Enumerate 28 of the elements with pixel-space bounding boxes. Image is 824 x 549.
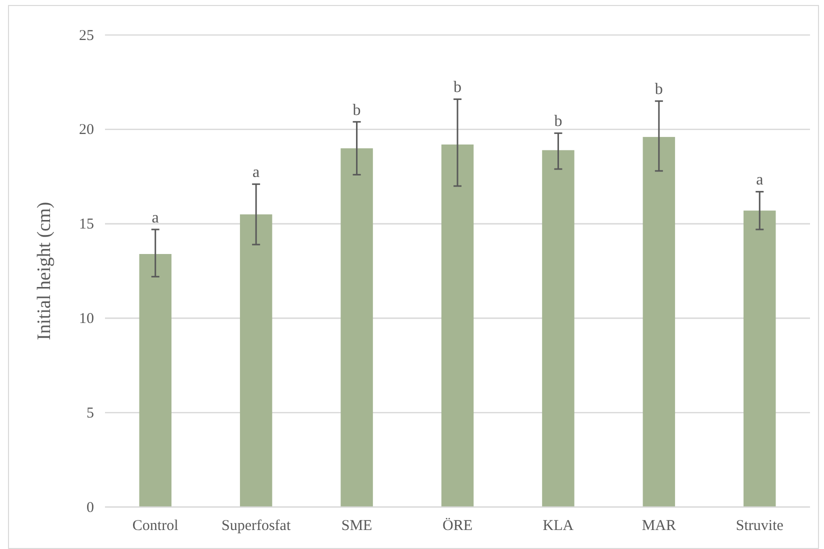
bar bbox=[542, 150, 574, 507]
y-axis-title: Initial height (cm) bbox=[34, 202, 55, 340]
annotation: a bbox=[756, 172, 764, 189]
y-tick-label: 10 bbox=[79, 311, 94, 327]
annotation: b bbox=[352, 102, 361, 119]
annotation: a bbox=[152, 209, 159, 226]
bar bbox=[240, 214, 272, 507]
y-tick-label: 5 bbox=[86, 405, 94, 422]
x-tick-label: KLA bbox=[542, 518, 574, 534]
bar bbox=[139, 254, 172, 507]
bar bbox=[744, 210, 776, 507]
x-tick-label: MAR bbox=[642, 518, 676, 534]
y-tick-label: 15 bbox=[79, 216, 94, 233]
bar bbox=[642, 136, 676, 507]
annotation: b bbox=[654, 81, 663, 98]
x-tick-label: Superfosfat bbox=[221, 518, 292, 534]
x-tick-label: Control bbox=[132, 518, 178, 534]
x-tick-label: Struvite bbox=[736, 518, 784, 534]
y-tick-label: 0 bbox=[86, 500, 94, 516]
annotation: a bbox=[252, 164, 260, 182]
x-tick-label: ÖRE bbox=[442, 517, 472, 534]
annotation: b bbox=[554, 113, 562, 130]
annotation: b bbox=[454, 79, 462, 96]
bar bbox=[340, 148, 373, 507]
bar bbox=[441, 144, 474, 507]
y-tick-label: 20 bbox=[79, 122, 94, 138]
x-tick-label: SME bbox=[341, 518, 372, 534]
y-tick-label: 25 bbox=[79, 28, 94, 44]
